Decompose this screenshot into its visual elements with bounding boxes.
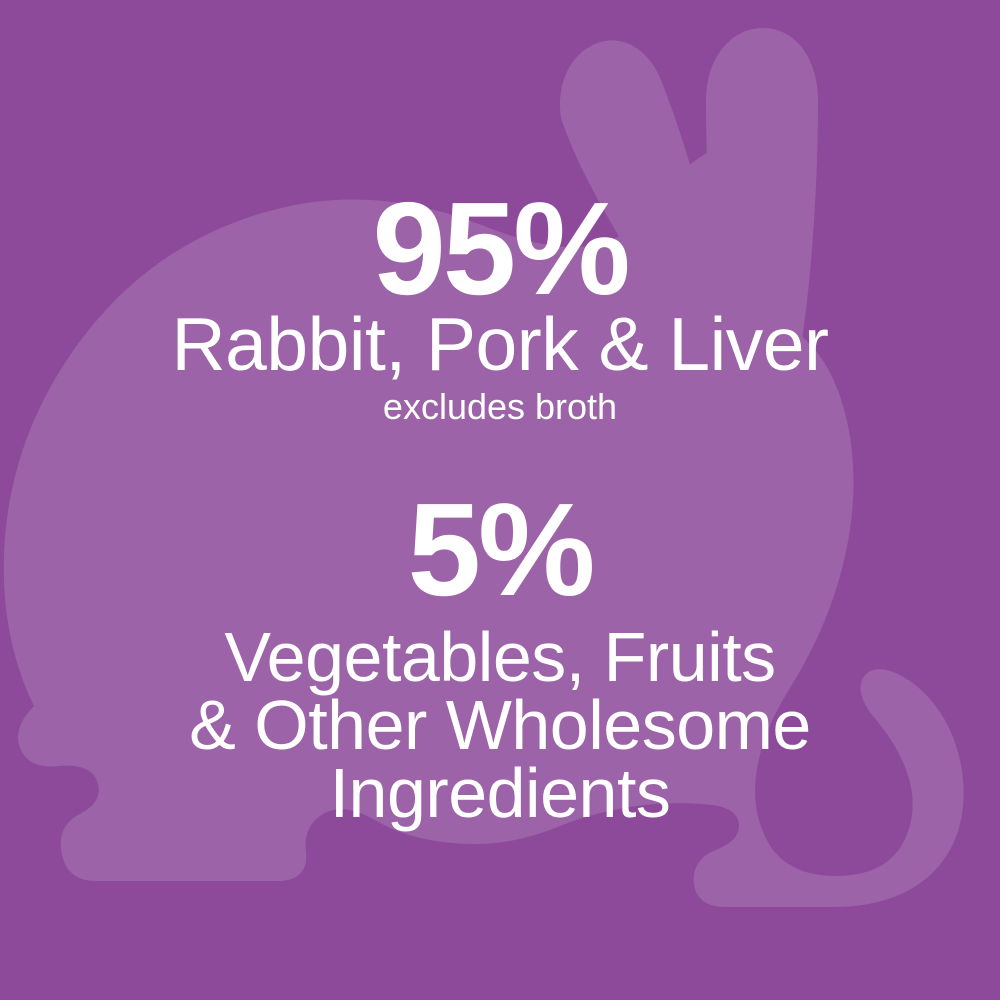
primary-percent: 95%: [372, 175, 630, 322]
secondary-ingredient-line-3: Ingredients: [329, 754, 671, 832]
secondary-percent: 5%: [407, 476, 596, 623]
secondary-ingredient-line-1: Vegetables, Fruits: [224, 618, 776, 696]
primary-ingredient-label: Rabbit, Pork & Liver: [171, 302, 829, 386]
secondary-ingredient-line-2: & Other Wholesome: [189, 686, 811, 764]
primary-ingredient-note: excludes broth: [382, 386, 618, 427]
